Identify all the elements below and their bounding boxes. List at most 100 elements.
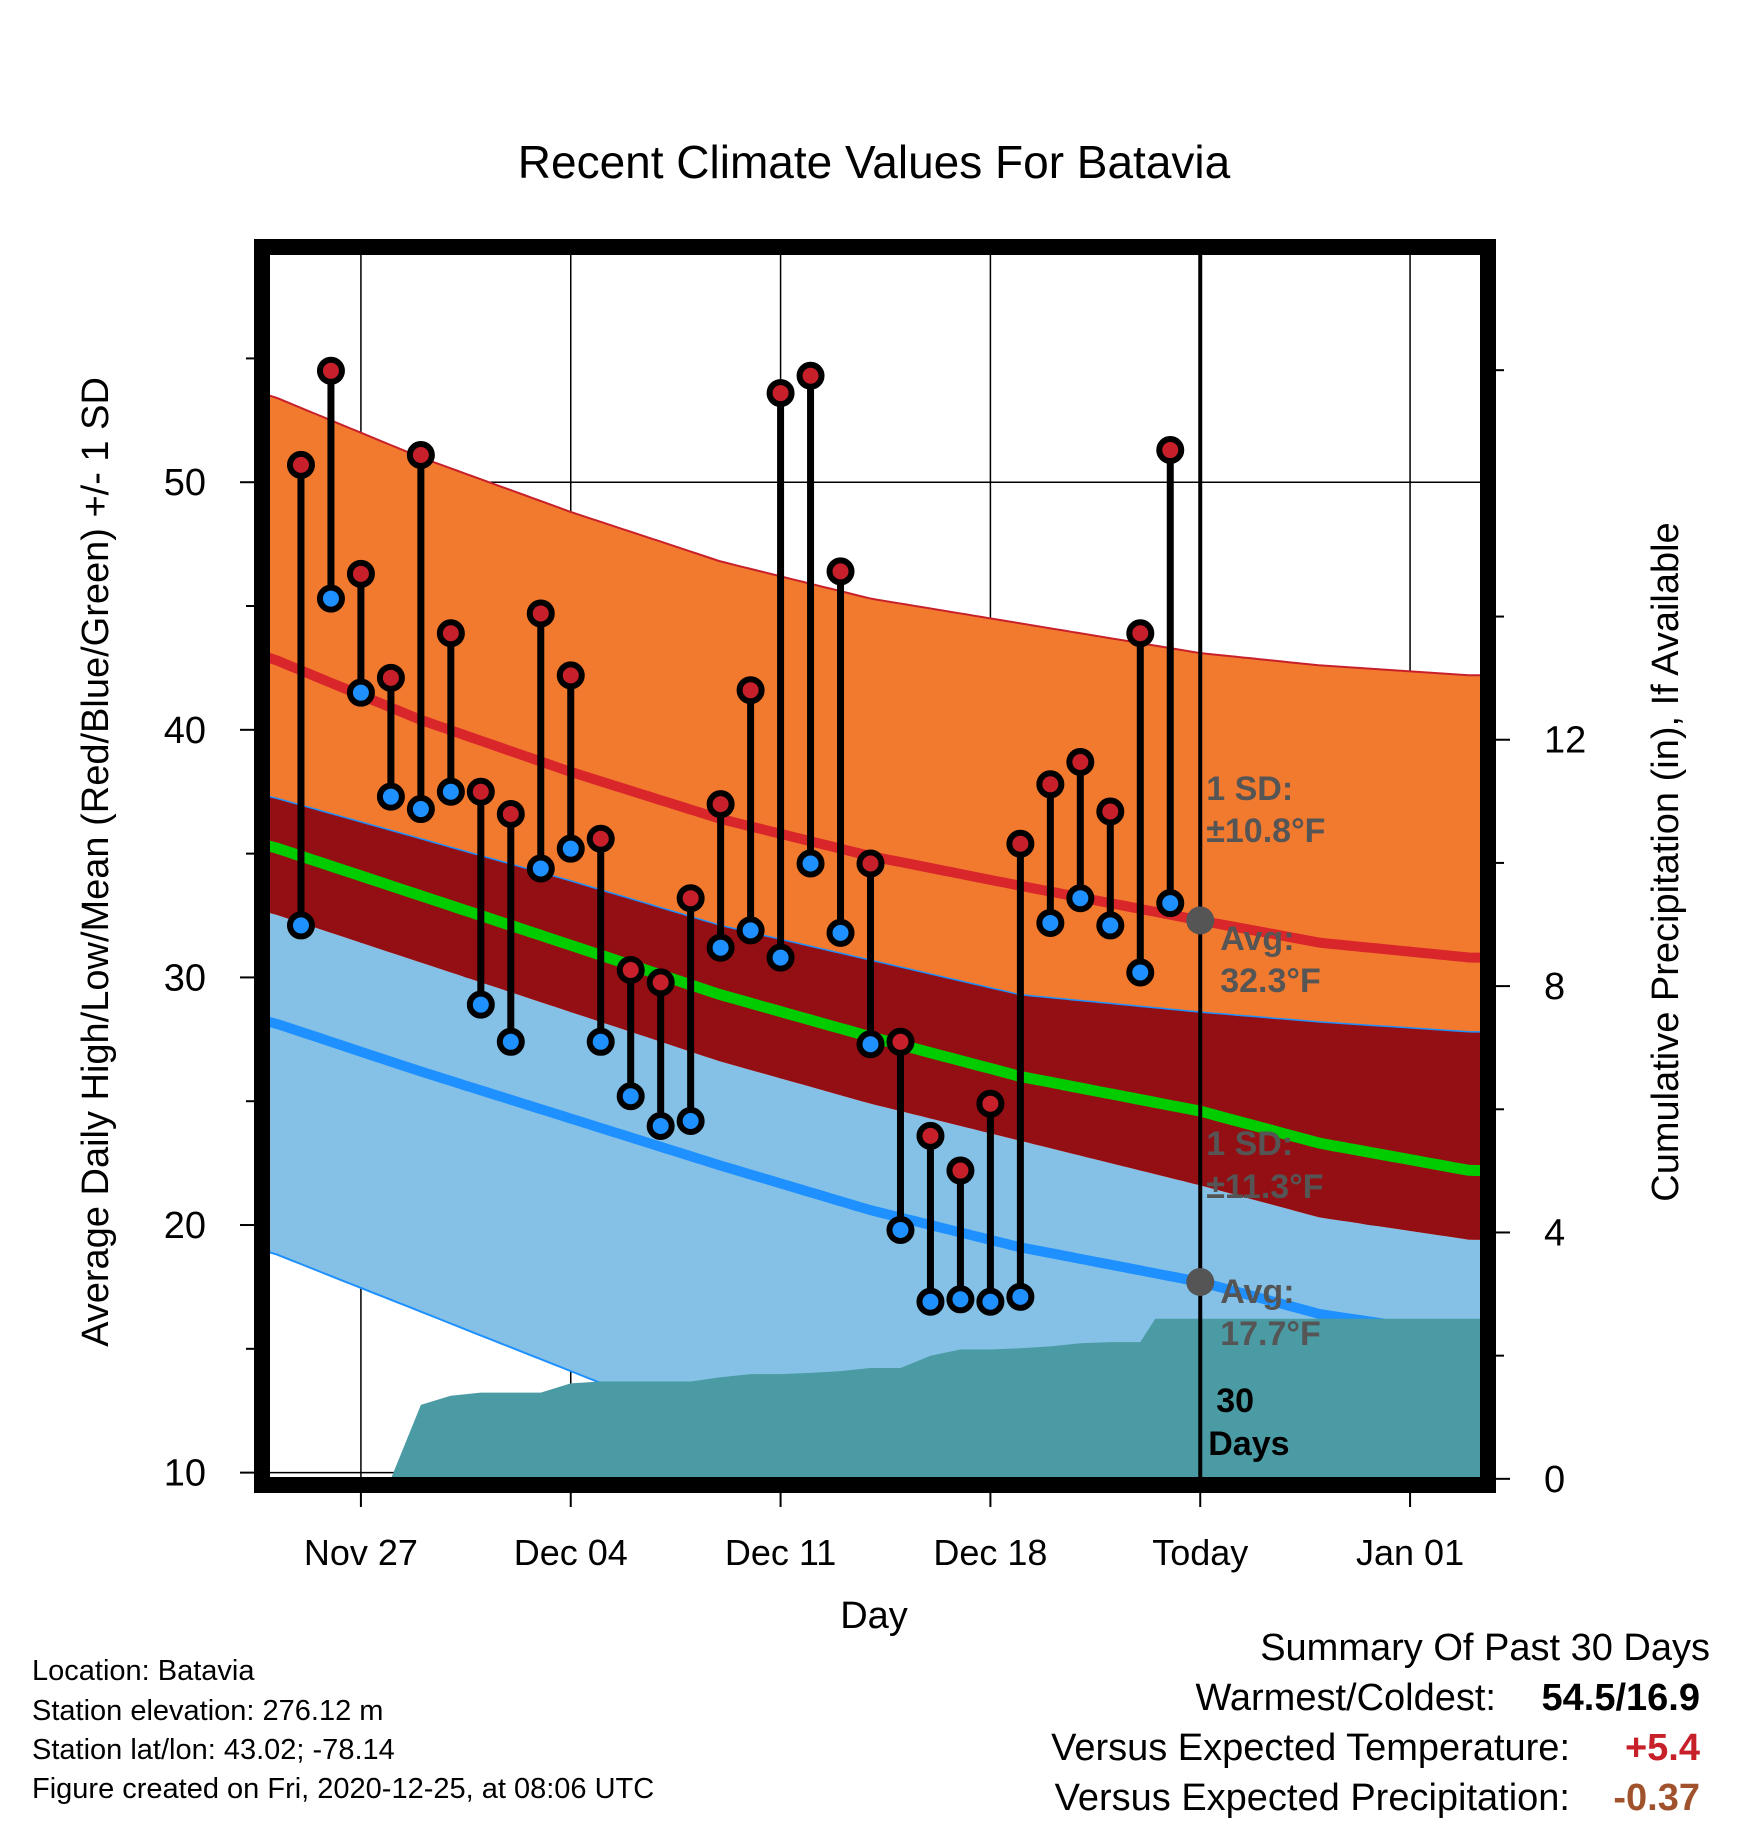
low-temp-point: [1006, 1282, 1035, 1311]
high-temp-point: [1096, 797, 1125, 826]
high-temp-point: [736, 676, 765, 705]
y2-tick-label: 8: [1544, 966, 1565, 1008]
high-temp-point: [946, 1156, 975, 1185]
low-avg-annotation: Avg:: [1220, 1273, 1294, 1311]
high-temp-point: [436, 619, 465, 648]
low-temp-point: [976, 1287, 1005, 1316]
x-axis-label: Day: [840, 1595, 908, 1637]
low-temp-point: [436, 777, 465, 806]
summary-warmest-value: 54.5/16.9: [1542, 1677, 1700, 1719]
info-latlon: Station lat/lon: 43.02; -78.14: [32, 1734, 395, 1766]
x-tick-label: Dec 04: [514, 1532, 628, 1573]
chart-title: Recent Climate Values For Batavia: [518, 136, 1231, 188]
high-sd-annotation: 1 SD:: [1206, 770, 1293, 808]
y2-tick-label: 12: [1544, 720, 1586, 762]
low-temp-point: [316, 584, 345, 613]
summary-temp-value: +5.4: [1625, 1727, 1700, 1769]
high-avg-annotation: Avg:: [1220, 920, 1294, 958]
high-temp-point: [1126, 619, 1155, 648]
low-temp-point: [526, 854, 555, 883]
high-sd-value-annotation: ±10.8°F: [1206, 812, 1325, 850]
high-temp-point: [286, 450, 315, 479]
low-temp-point: [286, 911, 315, 940]
high-avg-value-annotation: 32.3°F: [1220, 962, 1321, 1000]
summary-warmest-label: Warmest/Coldest:: [1195, 1677, 1496, 1719]
high-temp-point: [916, 1121, 945, 1150]
plot-frame: [254, 239, 1496, 1493]
period-annotation: 30: [1216, 1382, 1254, 1420]
high-temp-point: [1036, 770, 1065, 799]
y-tick-label: 30: [164, 957, 206, 999]
axes: Nov 27 Dec 04 Dec 11 Dec 18 Today Jan 01 10 20 3…: [164, 239, 1586, 1573]
x-tick-label: Dec 11: [725, 1532, 836, 1573]
low-temp-point: [646, 1111, 675, 1140]
x-tick-label: Jan 01: [1356, 1532, 1464, 1573]
high-temp-point: [976, 1089, 1005, 1118]
high-temp-point: [706, 790, 735, 819]
high-temp-point: [466, 777, 495, 806]
low-avg-marker: [1186, 1267, 1215, 1296]
low-temp-point: [346, 678, 375, 707]
high-temp-point: [346, 559, 375, 588]
high-temp-point: [1066, 748, 1095, 777]
summary-precip-value: -0.37: [1613, 1777, 1700, 1819]
low-temp-point: [676, 1107, 705, 1136]
low-temp-point: [946, 1285, 975, 1314]
low-temp-point: [856, 1030, 885, 1059]
plot-area: 1 SD: ±10.8°F Avg: 32.3°F 1 SD: ±11.3°F Avg: 17…: [262, 247, 1488, 1485]
high-sd-band: [262, 395, 1484, 1032]
x-tick-label: Nov 27: [304, 1532, 418, 1573]
summary-title: Summary Of Past 30 Days: [1260, 1627, 1710, 1669]
low-temp-point: [496, 1027, 525, 1056]
high-temp-point: [856, 849, 885, 878]
high-sd-upper-edge: [262, 394, 1484, 677]
info-created: Figure created on Fri, 2020-12-25, at 08…: [32, 1773, 654, 1805]
low-temp-point: [1126, 958, 1155, 987]
low-temp-point: [586, 1027, 615, 1056]
low-temp-point: [736, 916, 765, 945]
low-temp-point: [706, 933, 735, 962]
summary-temp-label: Versus Expected Temperature:: [1051, 1727, 1570, 1769]
low-temp-point: [376, 782, 405, 811]
y-tick-label: 40: [164, 710, 206, 752]
high-temp-point: [376, 663, 405, 692]
high-temp-point: [646, 968, 675, 997]
low-temp-point: [916, 1287, 945, 1316]
low-temp-point: [406, 795, 435, 824]
low-temp-point: [766, 943, 795, 972]
low-temp-point: [1156, 889, 1185, 918]
low-avg-value-annotation: 17.7°F: [1220, 1315, 1321, 1353]
low-normal-line: [262, 1017, 1484, 1342]
period-unit-annotation: Days: [1208, 1425, 1289, 1463]
precipitation-area: [270, 1318, 1488, 1479]
high-temp-point: [766, 379, 795, 408]
low-temp-point: [826, 918, 855, 947]
summary-precip-label: Versus Expected Precipitation:: [1055, 1777, 1570, 1819]
y2-tick-label: 4: [1544, 1212, 1565, 1254]
low-temp-point: [796, 849, 825, 878]
x-tick-label: Today: [1152, 1532, 1248, 1573]
y-tick-label: 10: [164, 1453, 206, 1495]
high-temp-point: [1156, 436, 1185, 465]
low-temp-point: [616, 1082, 645, 1111]
high-temp-point: [316, 356, 345, 385]
high-temp-point: [616, 955, 645, 984]
y-tick-label: 20: [164, 1205, 206, 1247]
y2-axis-label: Cumulative Precipitation (in), If Availa…: [1645, 522, 1687, 1201]
low-temp-point: [1066, 884, 1095, 913]
high-temp-point: [1006, 829, 1035, 858]
low-temp-point: [556, 834, 585, 863]
high-temp-point: [496, 800, 525, 829]
low-sd-annotation: 1 SD:: [1206, 1125, 1293, 1163]
info-location: Location: Batavia: [32, 1655, 255, 1687]
high-temp-point: [586, 824, 615, 853]
y-axis-label: Average Daily High/Low/Mean (Red/Blue/Gr…: [75, 377, 117, 1347]
info-elevation: Station elevation: 276.12 m: [32, 1695, 383, 1727]
low-sd-value-annotation: ±11.3°F: [1206, 1168, 1323, 1206]
high-temp-point: [886, 1027, 915, 1056]
x-tick-label: Dec 18: [933, 1532, 1047, 1573]
y2-tick-label: 0: [1544, 1459, 1565, 1501]
high-temp-point: [556, 661, 585, 690]
high-temp-point: [406, 440, 435, 469]
